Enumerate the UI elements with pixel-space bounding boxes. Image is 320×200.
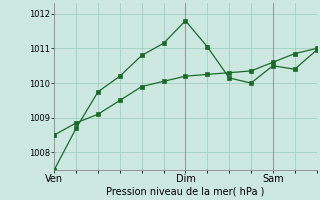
X-axis label: Pression niveau de la mer( hPa ): Pression niveau de la mer( hPa ) [106, 187, 265, 197]
